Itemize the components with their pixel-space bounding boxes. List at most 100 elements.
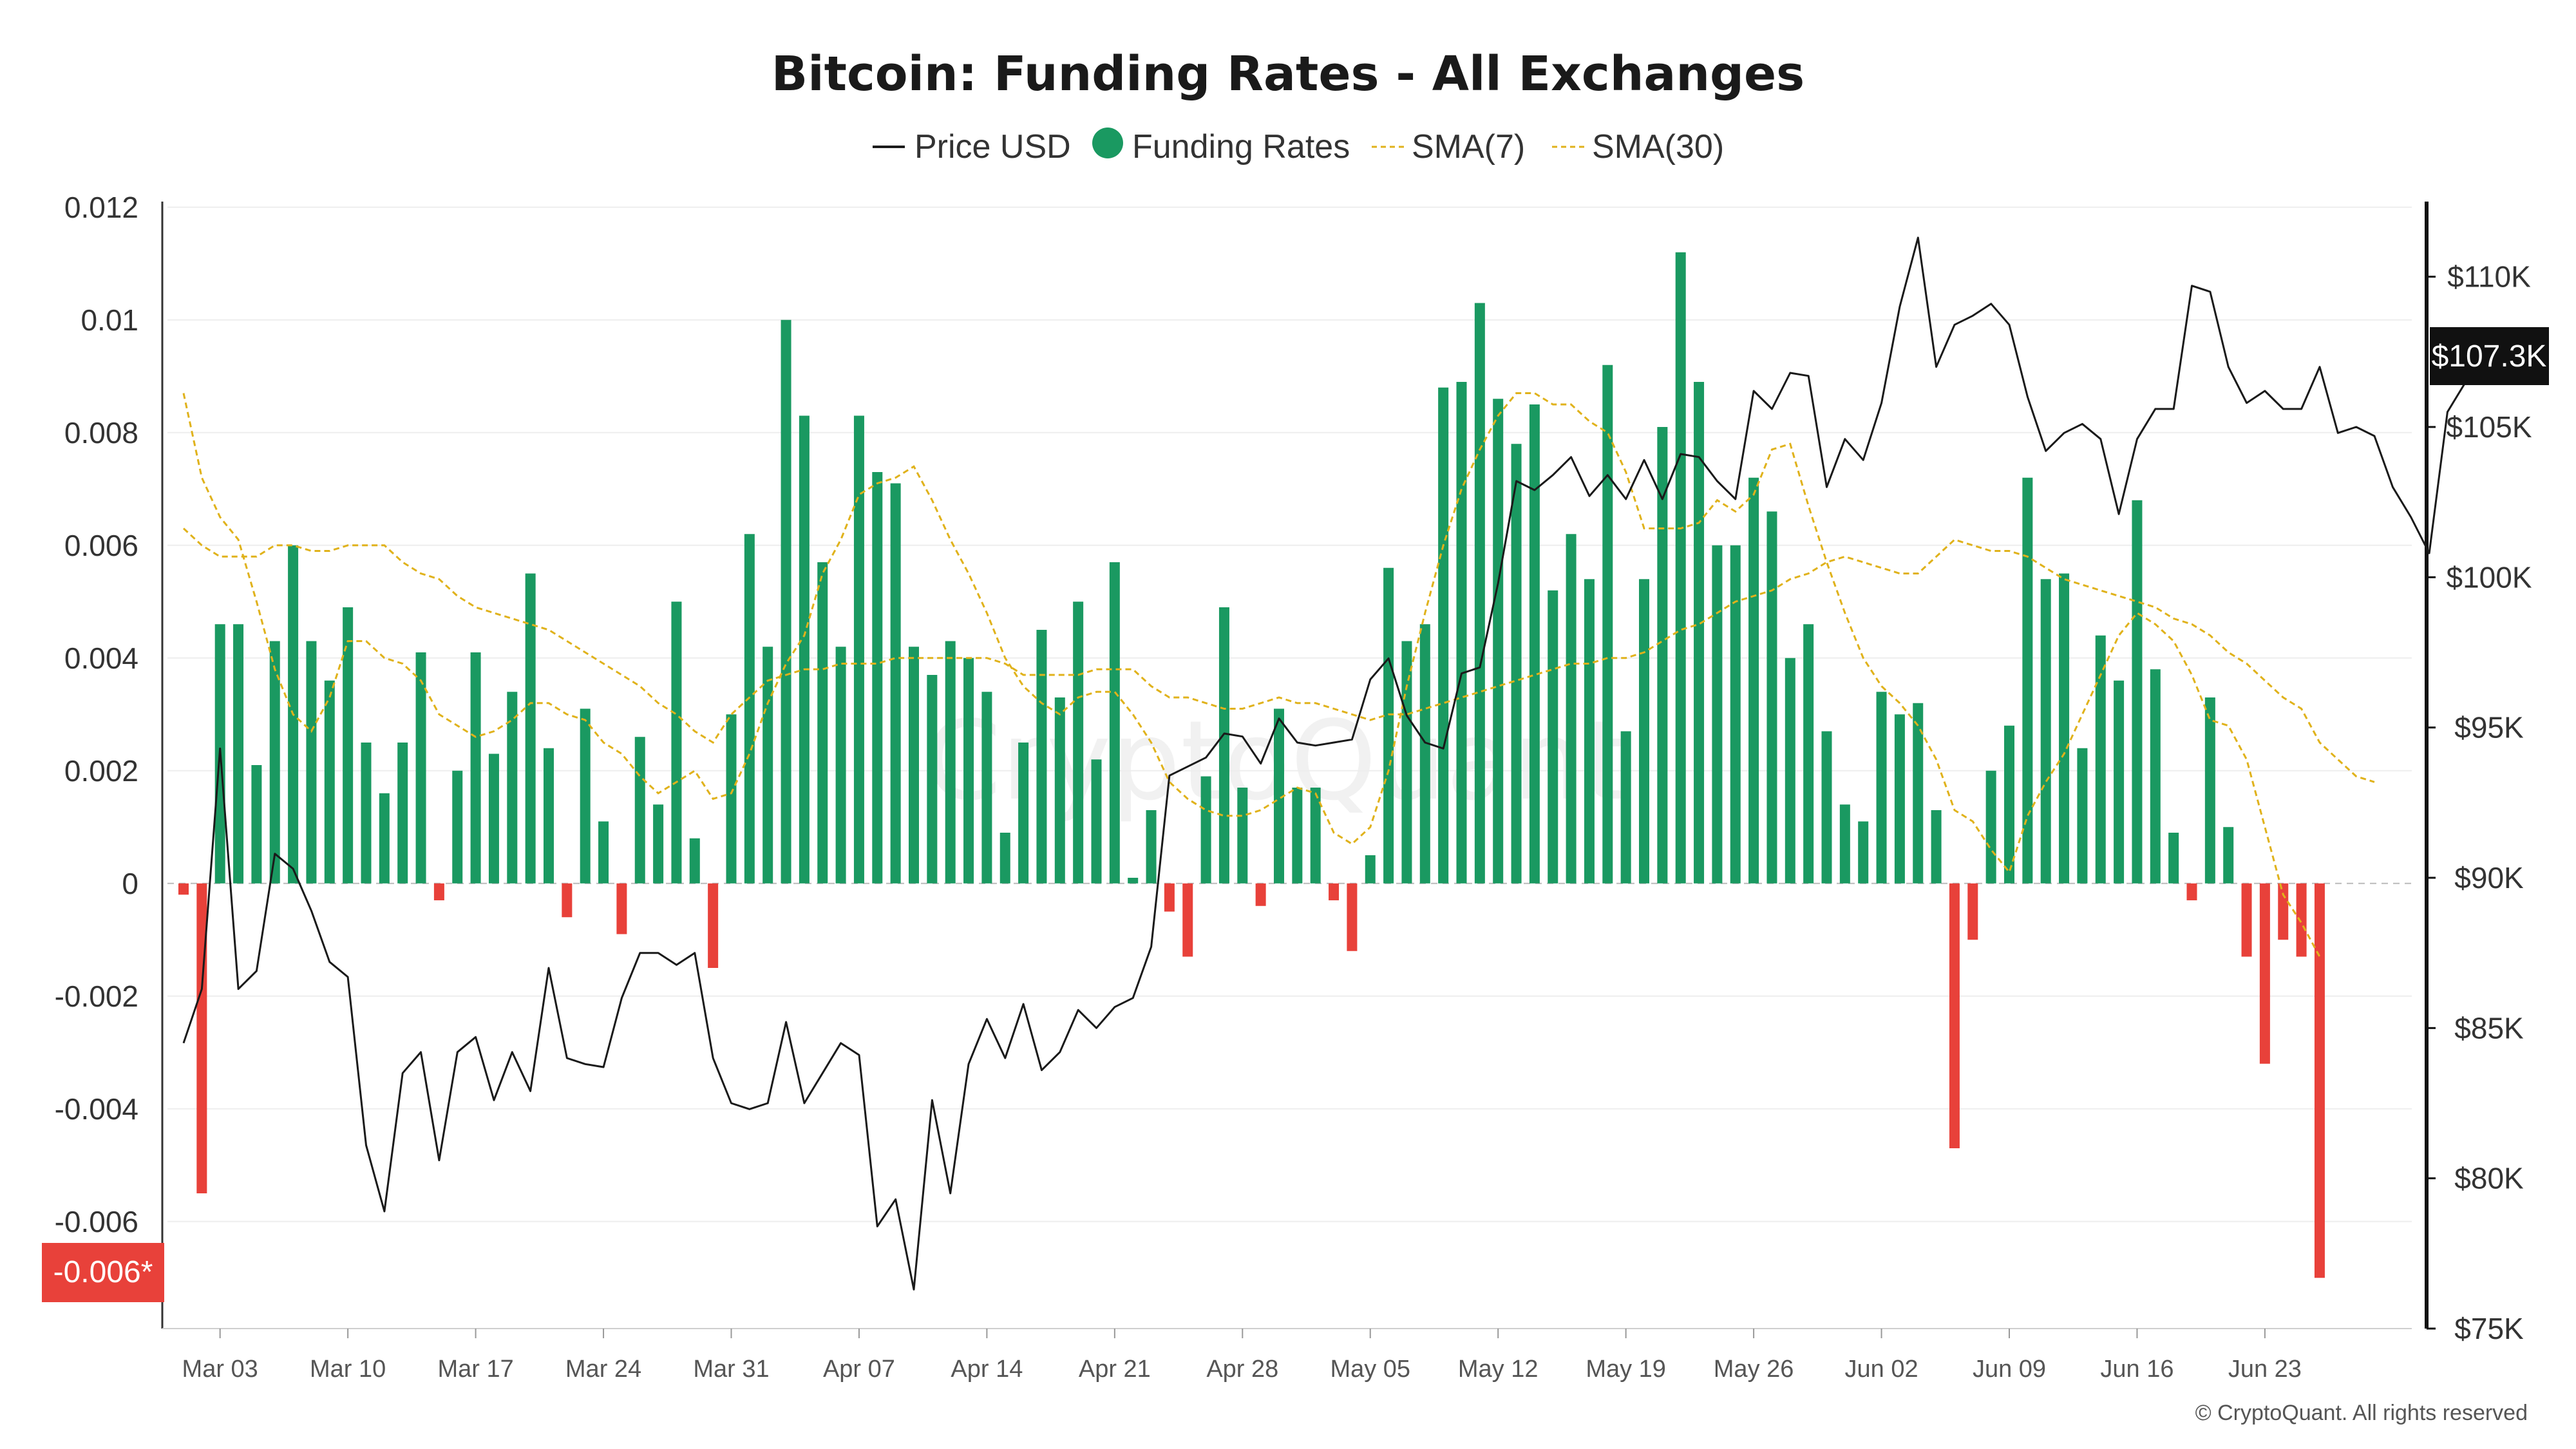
y-right-tick-label: $95K bbox=[2454, 711, 2524, 744]
funding-rate-bar bbox=[1419, 624, 1430, 884]
funding-rate-bar bbox=[2150, 669, 2161, 884]
funding-rate-bar bbox=[2059, 573, 2070, 884]
y-right-tick-label: $75K bbox=[2454, 1312, 2524, 1345]
funding-rate-bar bbox=[2132, 500, 2143, 884]
funding-rate-bar bbox=[1109, 562, 1120, 884]
funding-rate-bar bbox=[598, 821, 609, 884]
sma7-line bbox=[182, 392, 2321, 958]
funding-rate-bar bbox=[726, 714, 737, 884]
funding-rate-bar bbox=[1748, 477, 1759, 884]
left-badge-box bbox=[42, 1243, 164, 1302]
funding-rate-bar bbox=[361, 743, 372, 884]
funding-rate-bar bbox=[1584, 579, 1595, 884]
x-tick-label: Apr 07 bbox=[823, 1356, 895, 1383]
funding-rate-bar bbox=[1036, 630, 1047, 884]
x-tick-label: Apr 21 bbox=[1079, 1356, 1151, 1383]
x-tick-label: Mar 24 bbox=[565, 1356, 641, 1383]
funding-rate-bar bbox=[927, 675, 938, 884]
funding-rate-bar bbox=[1858, 821, 1869, 884]
funding-rate-bar bbox=[1255, 883, 1266, 906]
funding-rate-bar bbox=[1146, 810, 1157, 884]
funding-rate-bar bbox=[1566, 534, 1577, 884]
funding-rate-bar bbox=[853, 415, 864, 884]
funding-rate-bar bbox=[872, 472, 883, 884]
funding-rate-bar bbox=[1511, 444, 1522, 884]
legend-item-funding-rates[interactable]: Funding Rates bbox=[1092, 128, 1350, 166]
x-tick-label: Jun 23 bbox=[2228, 1356, 2302, 1383]
y-left-tick-label: 0 bbox=[122, 867, 138, 900]
funding-rate-bar bbox=[433, 883, 444, 900]
funding-rate-bar bbox=[1967, 883, 1978, 940]
funding-rate-bar bbox=[1054, 697, 1065, 884]
y-left-tick-label: 0.008 bbox=[64, 416, 138, 450]
funding-rate-bar bbox=[2095, 635, 2106, 884]
funding-rate-bar bbox=[397, 743, 408, 884]
y-left-tick-label: 0.012 bbox=[64, 191, 138, 224]
funding-rate-bar bbox=[1182, 883, 1193, 957]
left-badge-text: -0.006* bbox=[53, 1255, 153, 1289]
funding-rate-bar bbox=[1821, 731, 1832, 884]
funding-rate-bar bbox=[379, 793, 390, 884]
right-value-badge: $107.3K bbox=[2430, 327, 2549, 385]
y-left-tick-label: 0.006 bbox=[64, 529, 138, 562]
x-tick-label: May 12 bbox=[1458, 1356, 1539, 1383]
funding-rate-bar bbox=[525, 573, 536, 884]
funding-rate-bar bbox=[562, 883, 573, 918]
legend-item-sma30[interactable]: SMA(30) bbox=[1552, 128, 1724, 166]
funding-rate-bar bbox=[2296, 883, 2307, 957]
funding-rate-bar bbox=[2186, 883, 2197, 900]
funding-rate-bar bbox=[1164, 883, 1175, 912]
funding-rate-bar bbox=[1401, 641, 1412, 884]
funding-rate-bar bbox=[1803, 624, 1814, 884]
funding-rate-bar bbox=[817, 562, 828, 884]
funding-rate-bar bbox=[1675, 252, 1686, 884]
funding-rate-bar bbox=[762, 647, 773, 884]
y-left-tick-label: 0.004 bbox=[64, 641, 138, 675]
y-left-tick-label: 0.01 bbox=[80, 303, 138, 337]
x-tick-label: Apr 28 bbox=[1206, 1356, 1278, 1383]
funding-rate-bar bbox=[1657, 427, 1668, 884]
funding-rate-bar bbox=[1438, 387, 1449, 884]
funding-rate-bar bbox=[343, 607, 354, 884]
funding-rate-bar bbox=[2077, 748, 2088, 884]
funding-rate-bar bbox=[1200, 776, 1211, 884]
funding-rate-bar bbox=[1493, 399, 1504, 884]
y-axis-left-ticks: 0.012 0.01 0.008 0.006 0.004 0.002 0 -0.002 -0.0… bbox=[55, 191, 138, 1238]
funding-rate-bar bbox=[2278, 883, 2289, 940]
x-axis-ticks: Mar 03 Mar 10 Mar 17 Mar 24 Mar 31 Apr 07 Apr … bbox=[182, 1329, 2302, 1383]
funding-rate-bar bbox=[1949, 883, 1960, 1148]
funding-rate-bar bbox=[1529, 404, 1540, 884]
legend-sma7-label: SMA(7) bbox=[1412, 128, 1525, 166]
funding-rate-bar bbox=[1347, 883, 1358, 951]
funding-rate-bar bbox=[981, 692, 992, 884]
funding-rate-bar bbox=[799, 415, 810, 884]
funding-rate-bar bbox=[306, 641, 317, 884]
sma30-line bbox=[182, 527, 2375, 783]
funding-rate-bar bbox=[1018, 743, 1029, 884]
funding-rate-bar bbox=[178, 883, 189, 895]
funding-rate-bar bbox=[909, 647, 919, 884]
legend-funding-label: Funding Rates bbox=[1132, 128, 1350, 166]
funding-rate-bar bbox=[1602, 365, 1613, 884]
funding-rate-bar bbox=[1894, 714, 1905, 884]
funding-rate-bar bbox=[488, 753, 499, 884]
funding-rate-bar bbox=[2241, 883, 2252, 957]
funding-rate-bar bbox=[1712, 545, 1723, 884]
funding-rate-bar bbox=[945, 641, 956, 884]
funding-rate-bar bbox=[1292, 788, 1303, 884]
legend-item-price[interactable]: Price USD bbox=[873, 128, 1071, 166]
funding-rate-bar bbox=[1839, 804, 1850, 884]
funding-rate-bar bbox=[1785, 658, 1795, 884]
funding-rate-bar bbox=[1274, 708, 1284, 884]
funding-rate-bar bbox=[671, 601, 682, 884]
chart-legend: Price USD Funding Rates SMA(7) SMA(30) bbox=[873, 128, 1724, 166]
left-value-badge: -0.006* bbox=[42, 1243, 164, 1302]
gridlines bbox=[167, 206, 2412, 1222]
funding-rate-bar bbox=[269, 641, 280, 884]
x-tick-label: Jun 09 bbox=[1973, 1356, 2046, 1383]
legend-item-sma7[interactable]: SMA(7) bbox=[1372, 128, 1525, 166]
funding-rate-bar bbox=[744, 534, 755, 884]
funding-rate-bar bbox=[415, 652, 426, 884]
funding-rate-bar bbox=[963, 658, 974, 884]
funding-rate-bar bbox=[1876, 692, 1887, 884]
